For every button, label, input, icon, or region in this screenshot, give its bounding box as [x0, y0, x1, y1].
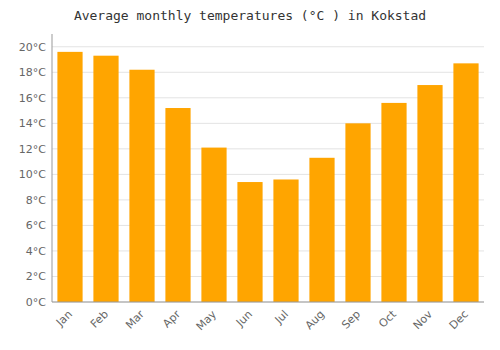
- page: {"chart_data": {"type": "bar", "title": …: [0, 0, 500, 350]
- x-axis-line: [52, 302, 484, 303]
- bar: [417, 85, 442, 302]
- y-axis-line: [52, 34, 53, 302]
- y-tick-label: 4°C: [26, 245, 46, 258]
- x-tick-label: May: [194, 307, 220, 333]
- grid-line: [52, 302, 484, 303]
- bar: [93, 56, 118, 302]
- bar: [273, 179, 298, 302]
- x-axis: Jan Feb Mar Apr May Jun Jul Aug Sep Oct Nov Dec: [52, 302, 484, 333]
- y-tick-label: 20°C: [19, 41, 46, 54]
- x-tick-label: Feb: [88, 308, 111, 331]
- x-tick-label: Dec: [447, 308, 471, 332]
- x-tick-label: Jul: [272, 308, 291, 327]
- y-axis: 0°C 2°C 4°C 6°C 8°C 10°C 12°C 14°C 16°C 18°C 20°C: [19, 34, 52, 309]
- x-tick-label: Sep: [339, 308, 363, 332]
- bar: [57, 52, 82, 302]
- bar: [237, 182, 262, 302]
- y-tick-label: 2°C: [26, 270, 46, 283]
- y-tick-label: 10°C: [19, 168, 46, 181]
- bar: [345, 123, 370, 302]
- bar: [201, 148, 226, 302]
- bars: [57, 52, 478, 302]
- grid-line: [52, 46, 484, 47]
- title: Average monthly temperatures (°C ) in Ko…: [74, 8, 426, 23]
- x-tick-label: Jan: [53, 308, 75, 330]
- y-tick-label: 0°C: [26, 296, 46, 309]
- bar: [381, 103, 406, 302]
- bar: [453, 63, 478, 302]
- bar: [309, 158, 334, 302]
- y-tick-label: 12°C: [19, 143, 46, 156]
- y-tick-label: 16°C: [19, 92, 46, 105]
- x-tick-label: Nov: [411, 307, 436, 332]
- bar: [129, 70, 154, 302]
- x-tick-label: Apr: [160, 307, 183, 330]
- y-tick-label: 18°C: [19, 66, 46, 79]
- grid: [52, 47, 484, 302]
- x-tick-label: Oct: [376, 307, 399, 330]
- x-tick-label: Aug: [303, 308, 327, 332]
- chart: Average monthly temperatures (°C ) in Ko…: [0, 0, 500, 350]
- x-tick-label: Jun: [233, 308, 255, 330]
- y-tick-label: 14°C: [19, 117, 46, 130]
- y-tick-label: 6°C: [26, 219, 46, 232]
- x-tick-label: Mar: [123, 307, 147, 331]
- bar: [165, 108, 190, 302]
- y-tick-label: 8°C: [26, 194, 46, 207]
